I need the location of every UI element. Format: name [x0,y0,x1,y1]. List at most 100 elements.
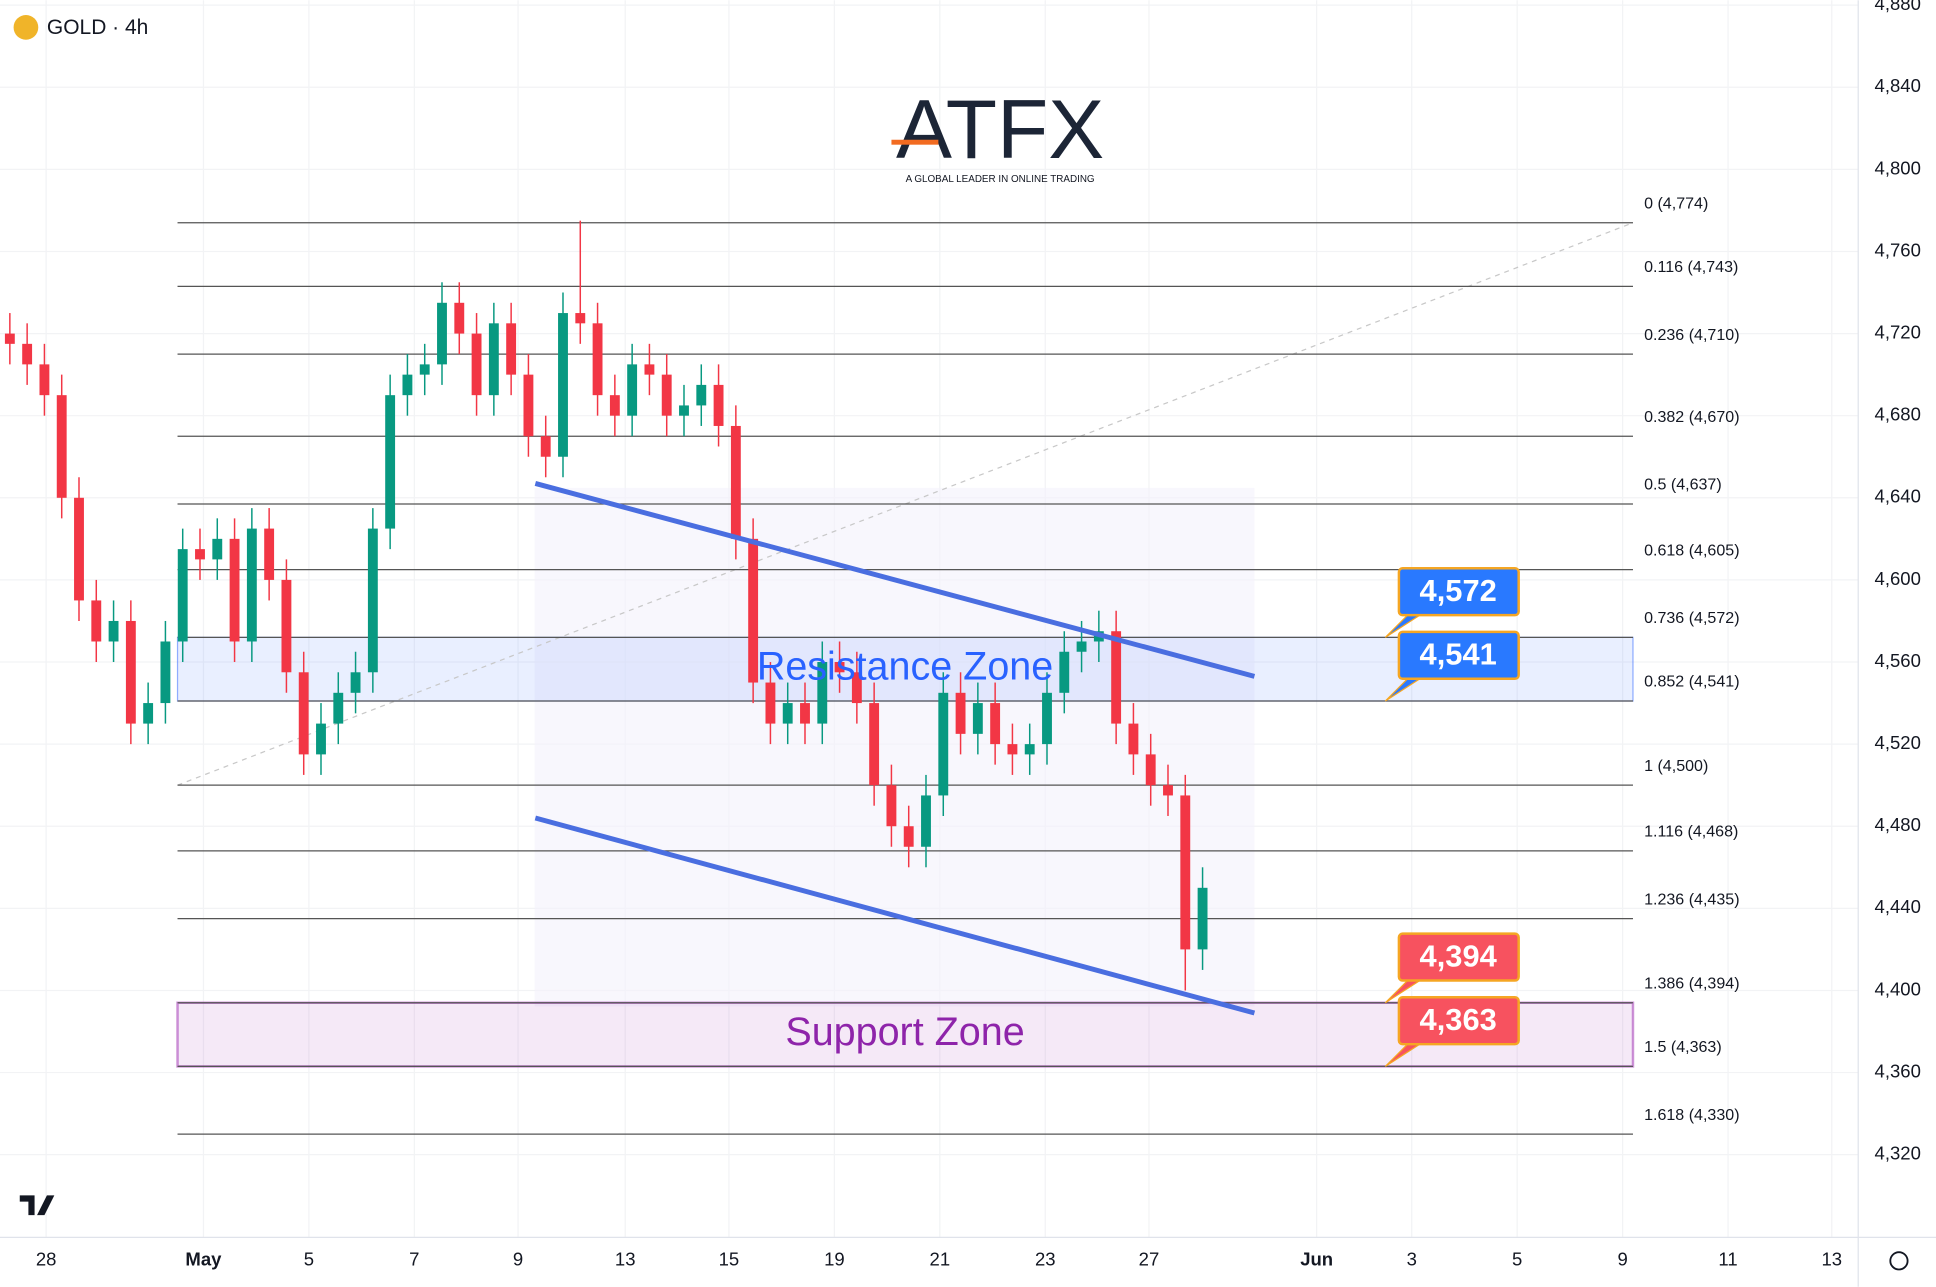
x-tick-label: 15 [719,1249,740,1270]
candle-body [523,374,534,437]
candle-body [1163,785,1173,796]
zone-label: Support Zone [785,1010,1024,1054]
price-tag [1397,567,1520,617]
candle-body [765,682,776,724]
x-tick-label: 5 [304,1249,314,1270]
candle-body [730,425,741,539]
candle-body [471,333,482,396]
candle-body [644,364,655,375]
channel-line [534,481,1256,679]
fib-level-label: 1.5 (4,363) [1644,1038,1722,1056]
x-tick-label: 13 [1821,1249,1842,1270]
candle-body [402,374,413,396]
x-tick-label: 3 [1407,1249,1417,1270]
x-tick-label: 28 [36,1249,57,1270]
y-tick-label: 4,480 [1875,814,1921,835]
fib-anchor-line [177,222,1634,786]
candle-body [385,395,396,529]
candle-body [713,384,724,426]
y-tick-label: 4,680 [1875,404,1921,425]
x-tick-label: 9 [1617,1249,1627,1270]
candle-body [817,662,828,724]
fib-level-label: 0.5 (4,637) [1644,476,1722,494]
fib-level-label: 0.382 (4,670) [1644,408,1739,426]
price-tag-label: 4,572 [1420,573,1497,608]
price-tag-label: 4,363 [1420,1002,1497,1037]
fib-level-label: 0.116 (4,743) [1644,258,1738,276]
candle-body [350,672,361,693]
y-tick-label: 4,760 [1875,239,1921,260]
x-tick-label: 27 [1139,1249,1160,1270]
candle-body [264,528,275,580]
y-tick-label: 4,360 [1875,1060,1921,1081]
candle-body [1180,795,1191,950]
y-tick-label: 4,840 [1875,75,1921,96]
candle-body [575,313,586,324]
candle-body [22,343,33,365]
fib-level-label: 1.116 (4,468) [1644,823,1738,841]
zone-label: Resistance Zone [757,645,1053,689]
fib-level-label: 0.852 (4,541) [1644,673,1739,691]
candle-body [56,395,67,498]
candle-body [246,528,257,642]
candle-body [91,600,102,642]
y-tick-label: 4,880 [1875,0,1921,14]
candle-body [990,703,1001,745]
fib-level-label: 0.618 (4,605) [1644,541,1739,559]
candle-body [748,538,759,683]
candle-body [558,313,568,457]
candle-body [661,374,672,416]
fib-level-label: 1.618 (4,330) [1644,1106,1739,1124]
candle-body [782,703,793,724]
candle-body [1128,723,1139,755]
candle-body [419,364,430,375]
candle-body [627,364,638,416]
plot: 0 (4,774) 0.116 (4,743) 0.236 (4,710) 0.382… [4,194,1740,1135]
x-tick-label: 19 [824,1249,845,1270]
price-tag [1397,996,1520,1046]
y-tick-label: 4,600 [1875,568,1921,589]
zone [176,1001,1635,1068]
candle-body [506,323,517,375]
fib-level-label: 1.386 (4,394) [1644,974,1739,992]
channel-line [534,815,1256,1016]
candle-body [834,662,845,673]
candle-body [39,364,50,396]
logo-name: ATFX [896,82,1104,176]
fib-level-label: 1.236 (4,435) [1644,890,1739,908]
price-tag [1397,932,1520,982]
x-tick-label: May [185,1249,222,1270]
symbol-header: GOLD · 4h [13,15,148,40]
logo-tagline: A GLOBAL LEADER IN ONLINE TRADING [906,174,1095,185]
candle-body [1042,692,1052,745]
y-tick-label: 4,640 [1875,486,1921,507]
symbol-title: GOLD · 4h [47,16,148,39]
candle-body [1024,744,1035,755]
fib-level-label: 0.736 (4,572) [1644,609,1739,627]
price-tag-label: 4,541 [1420,637,1497,672]
settings-icon[interactable] [1889,1251,1909,1271]
candle-body [229,538,240,642]
logo-accent [891,139,939,145]
y-tick-label: 4,440 [1875,896,1921,917]
price-tag [1397,630,1520,681]
channel-shade [534,487,1255,1007]
x-tick-label: 7 [409,1249,419,1270]
candle-body [1111,631,1122,724]
fib-level-label: 0 (4,774) [1644,194,1708,212]
candle-body [281,579,292,673]
candle-body [367,528,378,673]
candle-body [903,826,914,847]
candle-body [955,692,966,734]
candle-body [869,703,880,786]
candle-body [74,497,84,601]
candle-body [488,323,499,396]
candle-body [886,785,897,827]
candle-body [4,333,15,344]
x-tick-label: 11 [1718,1249,1737,1270]
candle-body [1145,754,1156,786]
candle-body [143,703,154,724]
symbol-icon [13,15,39,40]
fib-level-label: 0.236 (4,710) [1644,326,1739,344]
y-tick-label: 4,720 [1875,321,1921,342]
